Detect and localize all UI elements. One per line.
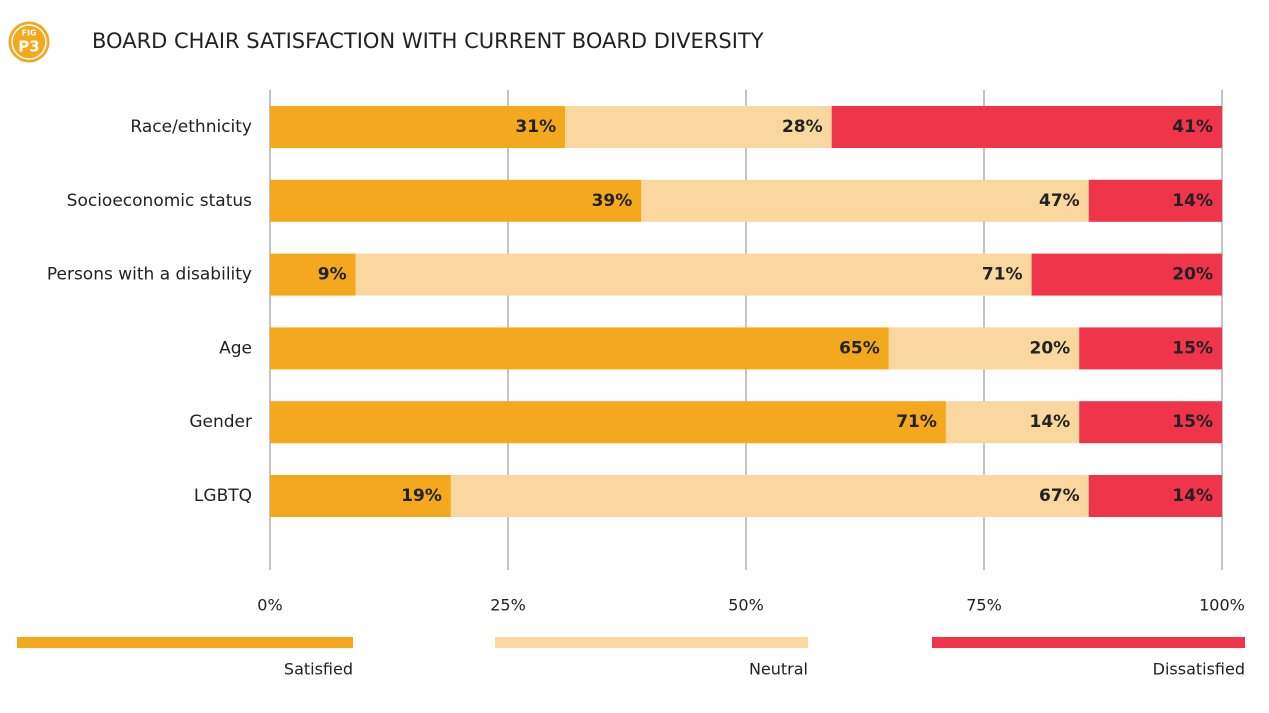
- bar-segment: [1088, 475, 1222, 517]
- value-label: 14%: [1172, 486, 1213, 506]
- bar-segment: [270, 106, 566, 148]
- value-label: 67%: [1039, 486, 1080, 506]
- value-label: 19%: [401, 486, 442, 506]
- bar-segment: [270, 253, 356, 296]
- bar-segment: [1031, 253, 1222, 296]
- legend-label: Satisfied: [284, 660, 353, 679]
- x-tick-label: 100%: [1199, 596, 1245, 615]
- bar-segment: [888, 327, 1080, 370]
- value-label: 28%: [782, 117, 823, 137]
- value-label: 14%: [1029, 412, 1070, 432]
- bar-segment: [1088, 179, 1222, 222]
- legend-label: Neutral: [749, 660, 808, 679]
- chart-title: BOARD CHAIR SATISFACTION WITH CURRENT BO…: [92, 29, 764, 53]
- category-label: Socioeconomic status: [67, 191, 252, 211]
- value-label: 20%: [1029, 338, 1070, 358]
- category-label: Age: [219, 338, 252, 358]
- bar-segment: [270, 475, 451, 517]
- category-label: Gender: [189, 412, 252, 432]
- bar-segment: [270, 179, 642, 222]
- figure-badge-bottom: P3: [18, 38, 39, 56]
- bar-segment: [565, 106, 832, 148]
- bar-segment: [831, 106, 1222, 148]
- bar-segment: [355, 253, 1032, 296]
- bar-segment: [270, 327, 889, 370]
- category-label: Persons with a disability: [47, 265, 252, 285]
- value-label: 9%: [318, 265, 347, 285]
- value-label: 20%: [1172, 265, 1213, 285]
- legend-swatch: [495, 637, 808, 648]
- figure-badge: [8, 21, 50, 63]
- value-label: 71%: [982, 265, 1023, 285]
- x-tick-label: 50%: [728, 596, 764, 615]
- value-label: 71%: [896, 412, 937, 432]
- figure-badge-top: FIG: [21, 29, 36, 38]
- figure-badge-ring: [11, 24, 47, 60]
- legend-label: Dissatisfied: [1153, 660, 1245, 679]
- x-tick-label: 0%: [257, 596, 282, 615]
- bar-segment: [270, 401, 946, 444]
- category-label: LGBTQ: [194, 486, 252, 506]
- category-label: Race/ethnicity: [130, 117, 252, 137]
- bar-segment: [641, 179, 1089, 222]
- value-label: 41%: [1172, 117, 1213, 137]
- bar-segment: [1079, 401, 1222, 444]
- bar-segment: [450, 475, 1089, 517]
- legend-swatch: [932, 637, 1245, 648]
- value-label: 39%: [592, 191, 633, 211]
- value-label: 31%: [515, 117, 556, 137]
- bar-segment: [1079, 327, 1222, 370]
- value-label: 14%: [1172, 191, 1213, 211]
- legend-swatch: [17, 637, 353, 648]
- x-tick-label: 75%: [966, 596, 1002, 615]
- value-label: 47%: [1039, 191, 1080, 211]
- value-label: 65%: [839, 338, 880, 358]
- x-tick-label: 25%: [490, 596, 526, 615]
- bar-segment: [945, 401, 1080, 444]
- value-label: 15%: [1172, 412, 1213, 432]
- value-label: 15%: [1172, 338, 1213, 358]
